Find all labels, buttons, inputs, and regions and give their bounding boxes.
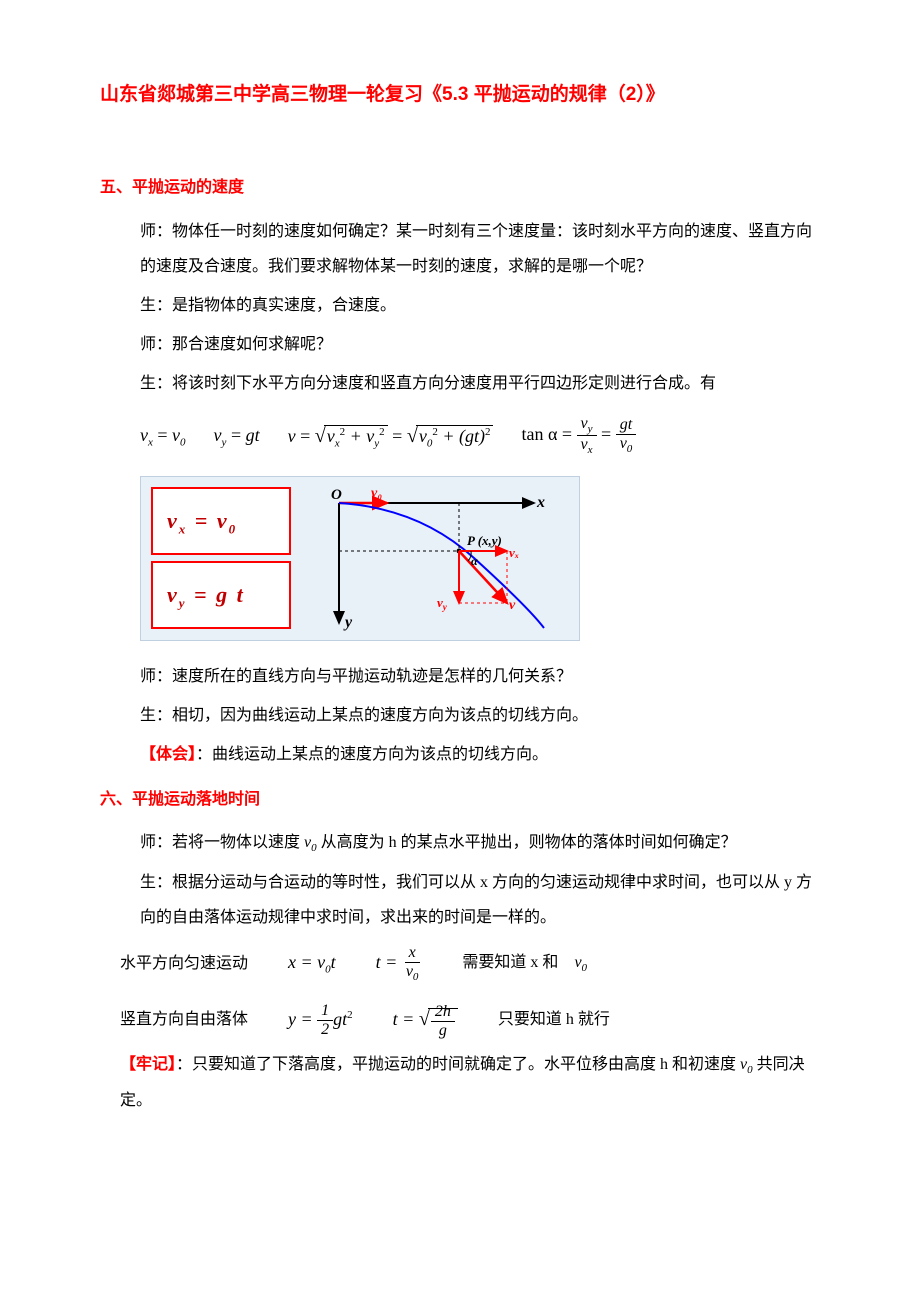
diagram-eq-vx: vx = v0 (151, 487, 291, 555)
svg-text:O: O (331, 487, 342, 503)
section-6-head: 六、平抛运动落地时间 (100, 782, 820, 817)
svg-text:α: α (471, 554, 478, 568)
sec5-p2: 生：是指物体的真实速度，合速度。 (140, 288, 820, 323)
svg-text:y: y (343, 614, 353, 631)
page-title: 山东省郯城第三中学高三物理一轮复习《5.3 平抛运动的规律（2）》 (100, 80, 820, 110)
row-vertical-motion: 竖直方向自由落体 y = 12gt2 t = √2hg 只要知道 h 就行 (120, 997, 820, 1041)
svg-text:v: v (509, 598, 516, 613)
section-5-head: 五、平抛运动的速度 (100, 170, 820, 205)
svg-text:x: x (536, 494, 545, 511)
svg-text:P (x,y): P (x,y) (467, 533, 502, 548)
sec5-p3: 师：那合速度如何求解呢？ (140, 327, 820, 362)
sec6-p3: 【牢记】：只要知道了下落高度，平抛运动的时间就确定了。水平位移由高度 h 和初速… (120, 1047, 820, 1118)
sec6-p1: 师：若将一物体以速度 v0 从高度为 h 的某点水平抛出，则物体的落体时间如何确… (140, 825, 820, 860)
svg-text:vy: vy (437, 595, 448, 612)
keyword-tihui: 【体会】 (140, 746, 196, 763)
sec5-p6: 生：相切，因为曲线运动上某点的速度方向为该点的切线方向。 (140, 698, 820, 733)
formula-velocity: vx = v0 vy = gt v = √vx2 + vy2 = √v02 + … (140, 414, 820, 458)
svg-text:vₓ: vₓ (509, 545, 519, 560)
diagram-eq-vy: vy = g t (151, 561, 291, 629)
sec5-p1: 师：物体任一时刻的速度如何确定？某一时刻有三个速度量：该时刻水平方向的速度、竖直… (140, 214, 820, 284)
sec5-p7: 【体会】：曲线运动上某点的速度方向为该点的切线方向。 (140, 737, 820, 772)
velocity-diagram: vx = v0 vy = g t O x y v₀ (140, 476, 580, 641)
sec6-p2: 生：根据分运动与合运动的等时性，我们可以从 x 方向的匀速运动规律中求时间，也可… (140, 865, 820, 935)
keyword-laoji: 【牢记】 (120, 1056, 176, 1073)
svg-text:v₀: v₀ (371, 486, 382, 501)
trajectory-plot: O x y v₀ P (x,y) vₓ vy v (309, 483, 549, 633)
row-horizontal-motion: 水平方向匀速运动 x = v0t t = xv0 需要知道 x 和 v0 (120, 943, 820, 983)
sec5-p5: 师：速度所在的直线方向与平抛运动轨迹是怎样的几何关系？ (140, 659, 820, 694)
sec5-p4: 生：将该时刻下水平方向分速度和竖直方向分速度用平行四边形定则进行合成。有 (140, 366, 820, 401)
